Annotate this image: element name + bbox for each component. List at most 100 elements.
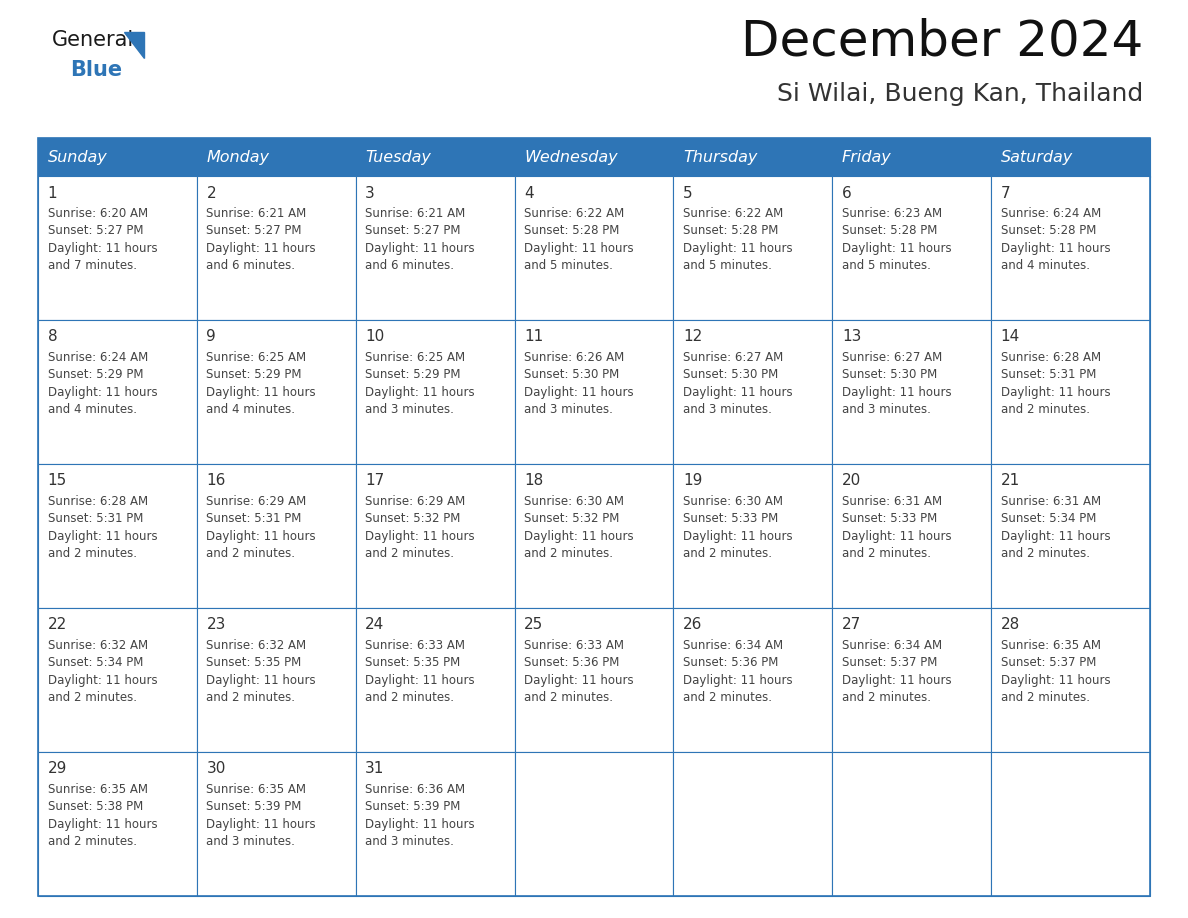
Text: and 3 minutes.: and 3 minutes. [683,403,772,417]
Text: Sunrise: 6:24 AM: Sunrise: 6:24 AM [1000,207,1101,220]
Text: 26: 26 [683,617,702,633]
Text: Sunset: 5:31 PM: Sunset: 5:31 PM [48,512,143,525]
Bar [197,465,355,609]
Text: 3: 3 [365,185,375,200]
Bar [991,465,1150,609]
Text: 4: 4 [524,185,533,200]
Text: Sunrise: 6:35 AM: Sunrise: 6:35 AM [207,783,307,796]
Text: and 6 minutes.: and 6 minutes. [365,260,454,273]
Text: Sunset: 5:34 PM: Sunset: 5:34 PM [48,656,143,669]
Bar [197,138,355,176]
Text: Daylight: 11 hours: Daylight: 11 hours [524,386,633,399]
Text: Sunset: 5:32 PM: Sunset: 5:32 PM [524,512,619,525]
Bar [355,176,514,320]
Text: 11: 11 [524,330,543,344]
Bar [355,465,514,609]
Text: and 5 minutes.: and 5 minutes. [524,260,613,273]
Text: Sunset: 5:35 PM: Sunset: 5:35 PM [365,656,461,669]
Text: Daylight: 11 hours: Daylight: 11 hours [207,530,316,543]
Text: Sunrise: 6:32 AM: Sunrise: 6:32 AM [48,639,147,652]
Text: and 2 minutes.: and 2 minutes. [365,547,454,560]
Text: Sunrise: 6:33 AM: Sunrise: 6:33 AM [524,639,624,652]
Text: Sunrise: 6:29 AM: Sunrise: 6:29 AM [207,495,307,508]
Text: Monday: Monday [207,150,270,164]
Text: 20: 20 [842,474,861,488]
Text: 29: 29 [48,761,67,776]
Bar [674,752,833,896]
Text: and 2 minutes.: and 2 minutes. [683,691,772,704]
Bar [833,138,991,176]
Text: and 7 minutes.: and 7 minutes. [48,260,137,273]
Text: 14: 14 [1000,330,1020,344]
Text: Daylight: 11 hours: Daylight: 11 hours [48,242,157,255]
Text: Sunset: 5:28 PM: Sunset: 5:28 PM [683,225,778,238]
Text: Daylight: 11 hours: Daylight: 11 hours [365,818,475,831]
Text: Daylight: 11 hours: Daylight: 11 hours [683,242,792,255]
Text: Sunset: 5:30 PM: Sunset: 5:30 PM [524,368,619,381]
Text: Sunrise: 6:34 AM: Sunrise: 6:34 AM [842,639,942,652]
Text: Sunrise: 6:35 AM: Sunrise: 6:35 AM [1000,639,1100,652]
Text: Daylight: 11 hours: Daylight: 11 hours [1000,530,1111,543]
Text: and 2 minutes.: and 2 minutes. [207,547,296,560]
Text: Daylight: 11 hours: Daylight: 11 hours [683,530,792,543]
Text: 25: 25 [524,617,543,633]
Text: December 2024: December 2024 [741,18,1143,66]
Text: Sunset: 5:27 PM: Sunset: 5:27 PM [365,225,461,238]
Text: Sunset: 5:30 PM: Sunset: 5:30 PM [842,368,937,381]
Text: Sunset: 5:39 PM: Sunset: 5:39 PM [365,800,461,813]
Text: and 4 minutes.: and 4 minutes. [1000,260,1089,273]
Text: Daylight: 11 hours: Daylight: 11 hours [365,386,475,399]
Text: and 2 minutes.: and 2 minutes. [48,835,137,848]
Bar [38,320,197,465]
Text: Sunset: 5:36 PM: Sunset: 5:36 PM [683,656,778,669]
Text: Sunset: 5:28 PM: Sunset: 5:28 PM [1000,225,1097,238]
Text: and 3 minutes.: and 3 minutes. [207,835,296,848]
Text: and 3 minutes.: and 3 minutes. [365,835,454,848]
Text: 15: 15 [48,474,67,488]
Text: Sunset: 5:31 PM: Sunset: 5:31 PM [207,512,302,525]
Bar [674,609,833,752]
Text: 10: 10 [365,330,385,344]
Bar [38,138,1150,896]
Text: Wednesday: Wednesday [524,150,618,164]
Text: Sunset: 5:38 PM: Sunset: 5:38 PM [48,800,143,813]
Text: Sunrise: 6:22 AM: Sunrise: 6:22 AM [683,207,783,220]
Text: Daylight: 11 hours: Daylight: 11 hours [1000,242,1111,255]
Text: Daylight: 11 hours: Daylight: 11 hours [524,674,633,687]
Bar [991,320,1150,465]
Text: and 2 minutes.: and 2 minutes. [207,691,296,704]
Text: Sunset: 5:35 PM: Sunset: 5:35 PM [207,656,302,669]
Bar [355,609,514,752]
Text: Sunrise: 6:24 AM: Sunrise: 6:24 AM [48,351,147,364]
Text: Sunrise: 6:33 AM: Sunrise: 6:33 AM [365,639,466,652]
Text: Sunset: 5:33 PM: Sunset: 5:33 PM [842,512,937,525]
Text: Daylight: 11 hours: Daylight: 11 hours [842,386,952,399]
Text: and 2 minutes.: and 2 minutes. [48,547,137,560]
Text: and 2 minutes.: and 2 minutes. [524,547,613,560]
Bar [197,176,355,320]
Bar [355,138,514,176]
Text: and 3 minutes.: and 3 minutes. [842,403,930,417]
Bar [833,320,991,465]
Text: Daylight: 11 hours: Daylight: 11 hours [207,242,316,255]
Text: 28: 28 [1000,617,1020,633]
Text: Sunset: 5:30 PM: Sunset: 5:30 PM [683,368,778,381]
Text: 30: 30 [207,761,226,776]
Text: and 3 minutes.: and 3 minutes. [365,403,454,417]
Text: and 2 minutes.: and 2 minutes. [1000,691,1089,704]
Text: 2: 2 [207,185,216,200]
Bar [514,609,674,752]
Text: and 2 minutes.: and 2 minutes. [1000,547,1089,560]
Bar [197,320,355,465]
Polygon shape [124,32,144,58]
Text: Sunrise: 6:25 AM: Sunrise: 6:25 AM [207,351,307,364]
Text: Sunset: 5:28 PM: Sunset: 5:28 PM [842,225,937,238]
Text: Daylight: 11 hours: Daylight: 11 hours [524,242,633,255]
Text: Daylight: 11 hours: Daylight: 11 hours [207,674,316,687]
Text: Sunrise: 6:22 AM: Sunrise: 6:22 AM [524,207,625,220]
Text: Sunset: 5:37 PM: Sunset: 5:37 PM [842,656,937,669]
Text: Sunset: 5:27 PM: Sunset: 5:27 PM [207,225,302,238]
Text: Sunset: 5:29 PM: Sunset: 5:29 PM [365,368,461,381]
Text: 1: 1 [48,185,57,200]
Text: Daylight: 11 hours: Daylight: 11 hours [524,530,633,543]
